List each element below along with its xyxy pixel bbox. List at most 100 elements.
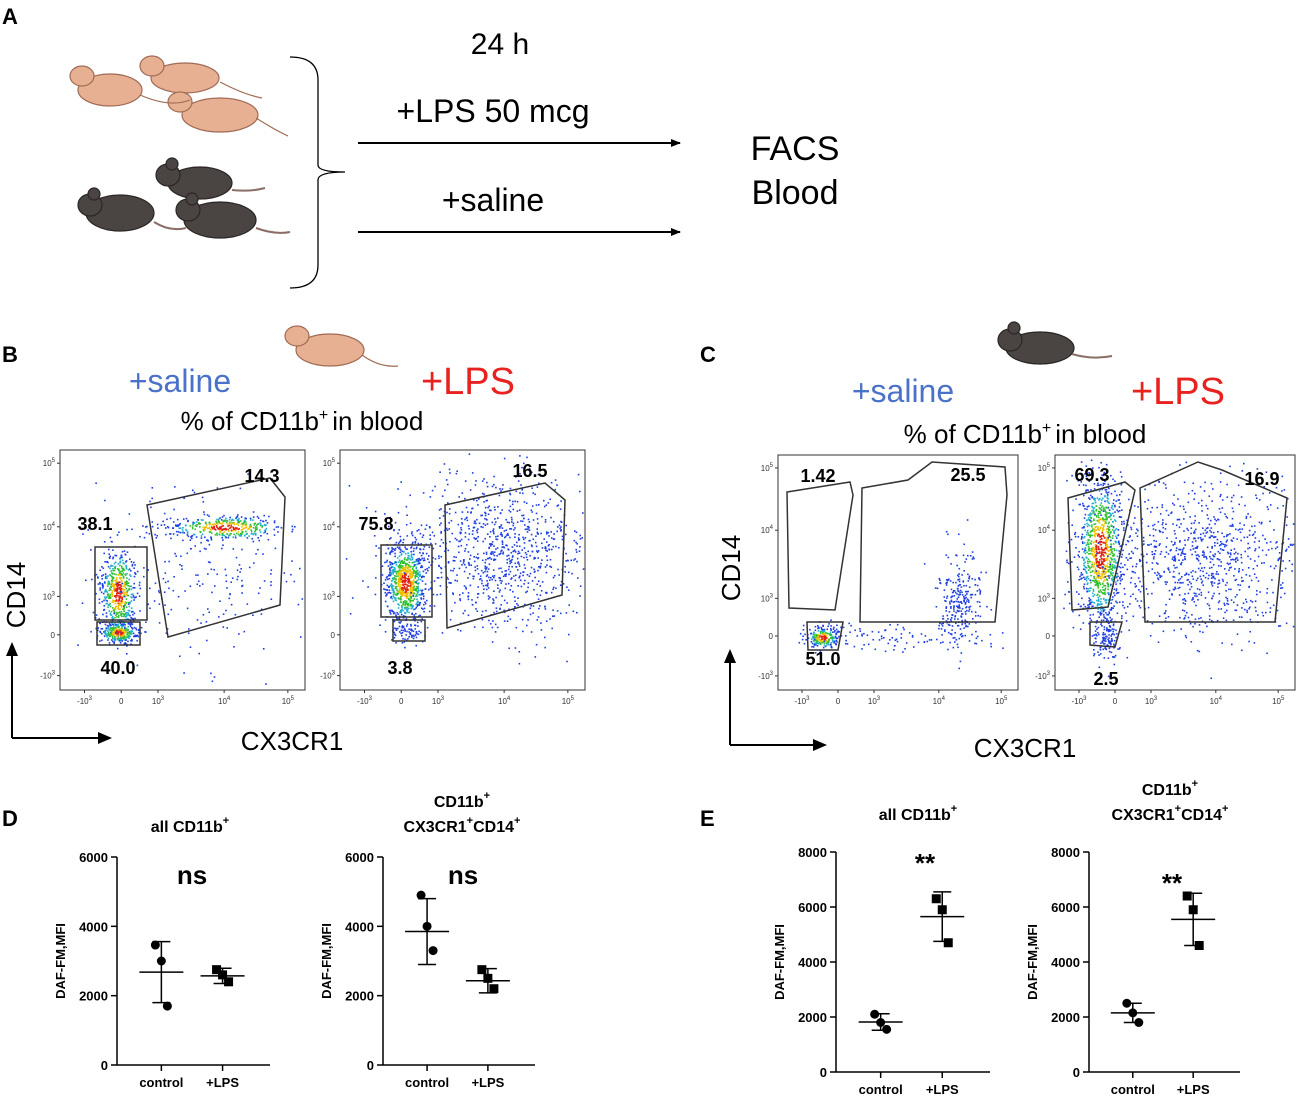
event-dot <box>432 547 435 550</box>
event-dot <box>945 579 948 581</box>
event-dot <box>291 560 293 562</box>
event-dot <box>1229 552 1232 554</box>
event-dot <box>1082 585 1085 588</box>
event-dot <box>410 556 413 558</box>
event-dot <box>832 631 834 633</box>
event-dot <box>216 532 218 535</box>
event-dot <box>948 611 951 613</box>
event-dot <box>131 528 133 531</box>
event-dot <box>1084 529 1086 532</box>
event-dot <box>113 642 115 645</box>
event-dot <box>101 578 103 580</box>
event-dot <box>512 524 514 527</box>
event-dot <box>412 587 415 590</box>
event-dot <box>1087 523 1090 526</box>
event-dot <box>1102 519 1104 521</box>
event-dot <box>101 583 104 585</box>
event-dot <box>165 533 167 536</box>
event-dot <box>196 521 198 523</box>
event-dot <box>392 578 395 581</box>
event-dot <box>108 597 110 599</box>
event-dot <box>204 526 207 528</box>
event-dot <box>463 585 466 587</box>
event-dot <box>260 613 263 615</box>
event-dot <box>461 564 463 566</box>
event-dot <box>493 575 496 577</box>
event-dot <box>551 627 553 630</box>
event-dot <box>1115 541 1117 544</box>
event-dot <box>496 555 498 557</box>
event-dot <box>975 642 978 645</box>
event-dot <box>960 601 962 603</box>
event-dot <box>1105 463 1108 466</box>
event-dot <box>1072 509 1074 512</box>
event-dot <box>518 545 521 548</box>
event-dot <box>1089 513 1091 515</box>
event-dot <box>968 606 970 608</box>
event-dot <box>197 519 199 521</box>
tick-exp: 3 <box>52 671 56 677</box>
event-dot <box>140 632 142 635</box>
event-dot <box>1126 568 1129 571</box>
event-dot <box>125 615 128 618</box>
event-dot <box>958 593 960 596</box>
event-dot <box>1102 549 1104 551</box>
event-dot <box>404 612 406 614</box>
event-dot <box>958 667 960 670</box>
event-dot <box>961 574 963 576</box>
event-dot <box>417 588 420 590</box>
event-dot <box>1113 588 1116 591</box>
event-dot <box>381 574 384 576</box>
event-dot <box>216 521 218 524</box>
event-dot <box>417 589 420 592</box>
event-dot <box>581 537 583 539</box>
event-dot <box>414 624 417 627</box>
event-dot <box>1233 575 1235 577</box>
event-dot <box>523 564 526 566</box>
event-dot <box>1071 561 1073 563</box>
event-dot <box>397 585 399 588</box>
event-dot <box>394 593 397 596</box>
event-dot <box>138 628 140 631</box>
event-dot <box>981 639 983 642</box>
tick-exp: 3 <box>89 696 93 702</box>
event-dot <box>109 626 112 628</box>
event-dot <box>508 565 510 568</box>
event-dot <box>1098 561 1100 563</box>
event-dot <box>1118 552 1121 555</box>
event-dot <box>118 587 121 589</box>
event-dot <box>545 591 548 594</box>
event-dot <box>1132 571 1135 573</box>
event-dot <box>134 617 136 620</box>
event-dot <box>966 590 968 593</box>
event-dot <box>404 571 406 573</box>
event-dot <box>1112 512 1114 515</box>
event-dot <box>1277 559 1279 562</box>
event-dot <box>404 588 406 591</box>
event-dot <box>945 530 948 533</box>
event-dot <box>1094 584 1097 586</box>
event-dot <box>113 623 115 626</box>
event-dot <box>1106 558 1108 560</box>
event-dot <box>1102 518 1104 520</box>
event-dot <box>422 575 424 578</box>
event-dot <box>935 606 938 608</box>
event-dot <box>119 622 122 624</box>
event-dot <box>1087 575 1089 578</box>
event-dot <box>170 537 172 540</box>
event-dot <box>121 588 123 590</box>
event-dot <box>459 560 462 562</box>
event-dot <box>468 573 471 575</box>
event-dot <box>428 566 430 569</box>
event-dot <box>199 550 201 553</box>
event-dot <box>1092 588 1095 591</box>
event-dot <box>130 561 133 563</box>
event-dot <box>392 593 395 596</box>
event-dot <box>1107 562 1109 565</box>
event-dot <box>191 534 194 537</box>
event-dot <box>124 573 126 576</box>
event-dot <box>481 480 484 482</box>
event-dot <box>499 488 501 490</box>
event-dot <box>484 514 487 517</box>
event-dot <box>954 591 957 594</box>
